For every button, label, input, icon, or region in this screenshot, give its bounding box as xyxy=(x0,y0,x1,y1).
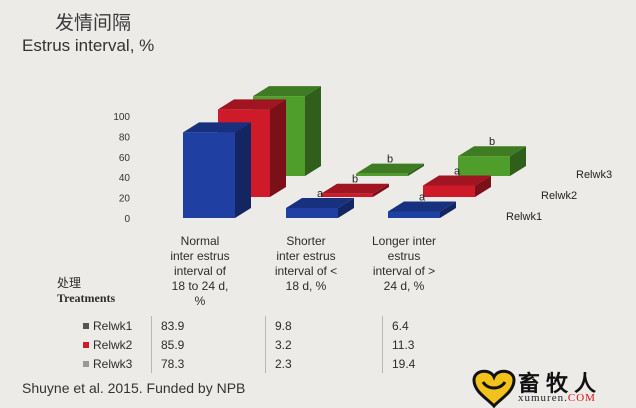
bar-relwk1-3 xyxy=(388,201,456,218)
bar-front xyxy=(388,211,440,218)
logo-tld: COM xyxy=(567,392,596,404)
bar-front xyxy=(356,173,408,176)
legend-swatch-relwk1 xyxy=(83,323,89,330)
bar-top xyxy=(183,122,251,133)
y-tick-label: 20 xyxy=(119,194,131,205)
logo-text: xumuren.COM xyxy=(518,392,596,404)
bar-front xyxy=(286,208,338,218)
y-tick-label: 100 xyxy=(113,112,130,123)
table-cell: 6.4 xyxy=(392,318,409,333)
category-label-shorter: Shorter inter estrus interval of < 18 d,… xyxy=(274,234,338,293)
category-label-normal: Normal inter estrus interval of 18 to 24… xyxy=(170,234,230,308)
significance-label: b xyxy=(352,174,358,186)
series-label: Relwk1 xyxy=(506,211,542,223)
table-cell: 85.9 xyxy=(151,335,266,354)
bar-front xyxy=(423,185,475,197)
logo-domain: xumuren. xyxy=(518,392,568,404)
bar-relwk2-2 xyxy=(321,183,389,197)
data-table: Relwk1 83.9 9.8 6.4 Relwk2 85.9 3.2 11.3… xyxy=(79,316,491,373)
bar-side xyxy=(305,86,321,176)
bar-side xyxy=(510,146,526,176)
bar-top xyxy=(458,146,526,157)
chart-title-chinese: 发情间隔 xyxy=(55,12,132,34)
table-row: Relwk3 78.3 2.3 19.4 xyxy=(79,354,491,373)
table-row-header: Relwk3 xyxy=(79,354,152,373)
heart-logo-icon xyxy=(472,369,516,408)
bar-relwk1-2 xyxy=(286,198,354,218)
series-label: Relwk3 xyxy=(576,169,612,181)
bar-relwk3-2 xyxy=(356,163,424,176)
bar-top xyxy=(423,175,491,186)
y-tick-label: 80 xyxy=(119,132,131,143)
series-name: Relwk2 xyxy=(93,337,133,352)
bar-front xyxy=(458,156,510,176)
table-cell: 11.3 xyxy=(392,337,415,352)
significance-label: a xyxy=(454,165,461,177)
bar-side xyxy=(475,175,491,197)
table-cell: 78.3 xyxy=(151,354,266,373)
y-tick-label: 60 xyxy=(119,153,131,164)
bar-relwk2-3 xyxy=(423,175,491,197)
significance-label: b xyxy=(489,136,495,148)
table-cell: 3.2 xyxy=(265,335,383,354)
treatments-label: Treatments xyxy=(57,291,116,305)
bar-top xyxy=(218,99,286,110)
y-tick-label: 40 xyxy=(119,173,131,184)
series-name: Relwk1 xyxy=(93,318,133,333)
bar-front xyxy=(321,193,373,197)
bar-front xyxy=(183,132,235,218)
table-row-header: Relwk1 xyxy=(79,316,152,335)
table-cell: 2.3 xyxy=(265,354,383,373)
y-tick-label: 0 xyxy=(124,214,130,225)
bar-top xyxy=(356,163,424,174)
category-label-longer: Longer inter estrus interval of > 24 d, … xyxy=(371,234,437,293)
legend-swatch-relwk3 xyxy=(83,361,89,368)
bar-relwk3-3 xyxy=(458,146,526,176)
bar-relwk1-1 xyxy=(183,122,251,218)
table-row-header: Relwk2 xyxy=(79,335,152,354)
table-cell: 19.4 xyxy=(392,356,416,371)
bar-top xyxy=(321,183,389,194)
significance-label: a xyxy=(419,191,426,203)
logo-text-chinese: 畜牧人 xyxy=(518,372,603,397)
bar-side xyxy=(235,122,251,218)
table-cell: 83.9 xyxy=(151,316,266,335)
table-row: Relwk1 83.9 9.8 6.4 xyxy=(79,316,491,335)
bar-side xyxy=(440,201,456,218)
significance-label: a xyxy=(317,188,324,200)
bar-side xyxy=(338,198,354,218)
treatments-label-chinese: 处理 xyxy=(57,276,82,290)
table-cell: 9.8 xyxy=(265,316,383,335)
table-row: Relwk2 85.9 3.2 11.3 xyxy=(79,335,491,354)
chart-title: Estrus interval, % xyxy=(22,36,155,55)
series-label: Relwk2 xyxy=(541,190,577,202)
bar-top xyxy=(253,86,321,97)
significance-label: b xyxy=(387,154,393,166)
bar-side xyxy=(373,183,389,197)
series-name: Relwk3 xyxy=(93,356,133,371)
bar-side xyxy=(270,99,286,197)
bar-top xyxy=(388,201,456,212)
bar-top xyxy=(286,198,354,209)
bar-side xyxy=(408,163,424,176)
source-citation: Shuyne et al. 2015. Funded by NPB xyxy=(22,380,246,396)
legend-swatch-relwk2 xyxy=(83,342,89,349)
